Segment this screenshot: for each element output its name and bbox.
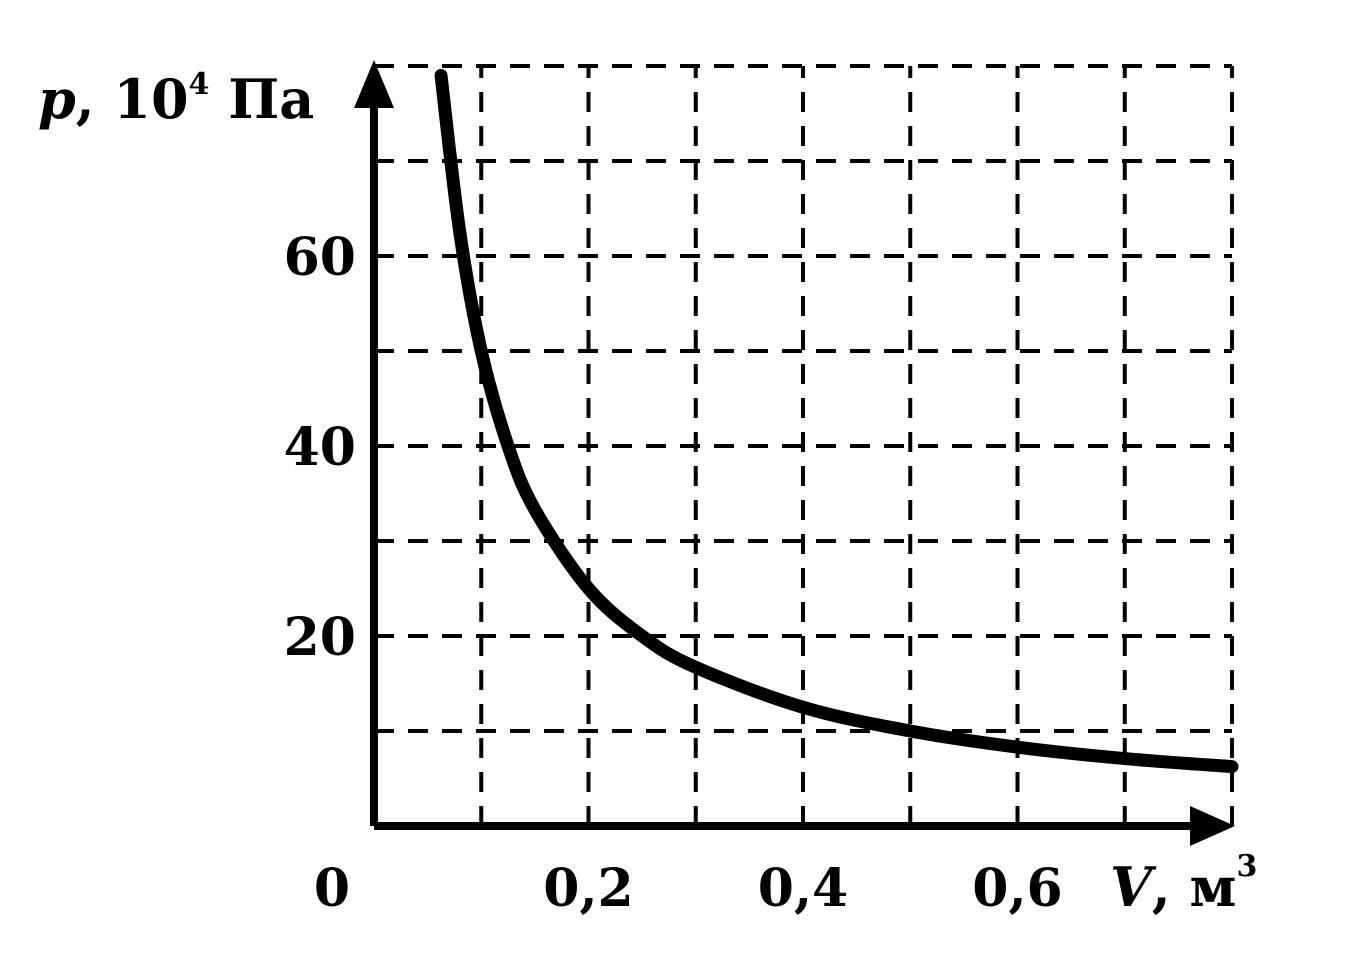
y-axis-separator: , bbox=[76, 67, 114, 131]
series-layer bbox=[434, 69, 1239, 774]
x-axis-unit: м bbox=[1190, 855, 1237, 919]
y-axis-unit: Па bbox=[209, 67, 314, 131]
y-tick-label: 40 bbox=[284, 417, 356, 478]
grid bbox=[374, 64, 1234, 826]
axes bbox=[354, 60, 1235, 846]
x-axis-arrow bbox=[1190, 806, 1235, 846]
y-tick-label: 60 bbox=[284, 227, 356, 288]
x-tick-label: 0,4 bbox=[758, 858, 848, 919]
y-axis-prefix: 10 bbox=[113, 67, 188, 131]
y-axis-title: p, 104 Па bbox=[38, 67, 314, 131]
x-tick-label: 0,2 bbox=[543, 858, 633, 919]
x-axis-symbol: V bbox=[1110, 855, 1157, 919]
x-axis-title: V, м3 bbox=[1110, 849, 1257, 919]
x-tick-label: 0,6 bbox=[972, 858, 1062, 919]
y-tick-label: 20 bbox=[284, 607, 356, 668]
y-axis-symbol: p bbox=[38, 67, 76, 131]
y-axis-prefix-exponent: 4 bbox=[189, 67, 210, 102]
y-axis-arrow bbox=[354, 60, 394, 108]
series-curve bbox=[434, 69, 1239, 774]
x-axis-separator: , bbox=[1152, 855, 1190, 919]
x-axis-unit-exponent: 3 bbox=[1236, 849, 1257, 884]
origin-label: 0 bbox=[314, 858, 350, 919]
tick-labels: 0,2 0,4 0,6 20 40 60 bbox=[284, 227, 1063, 919]
